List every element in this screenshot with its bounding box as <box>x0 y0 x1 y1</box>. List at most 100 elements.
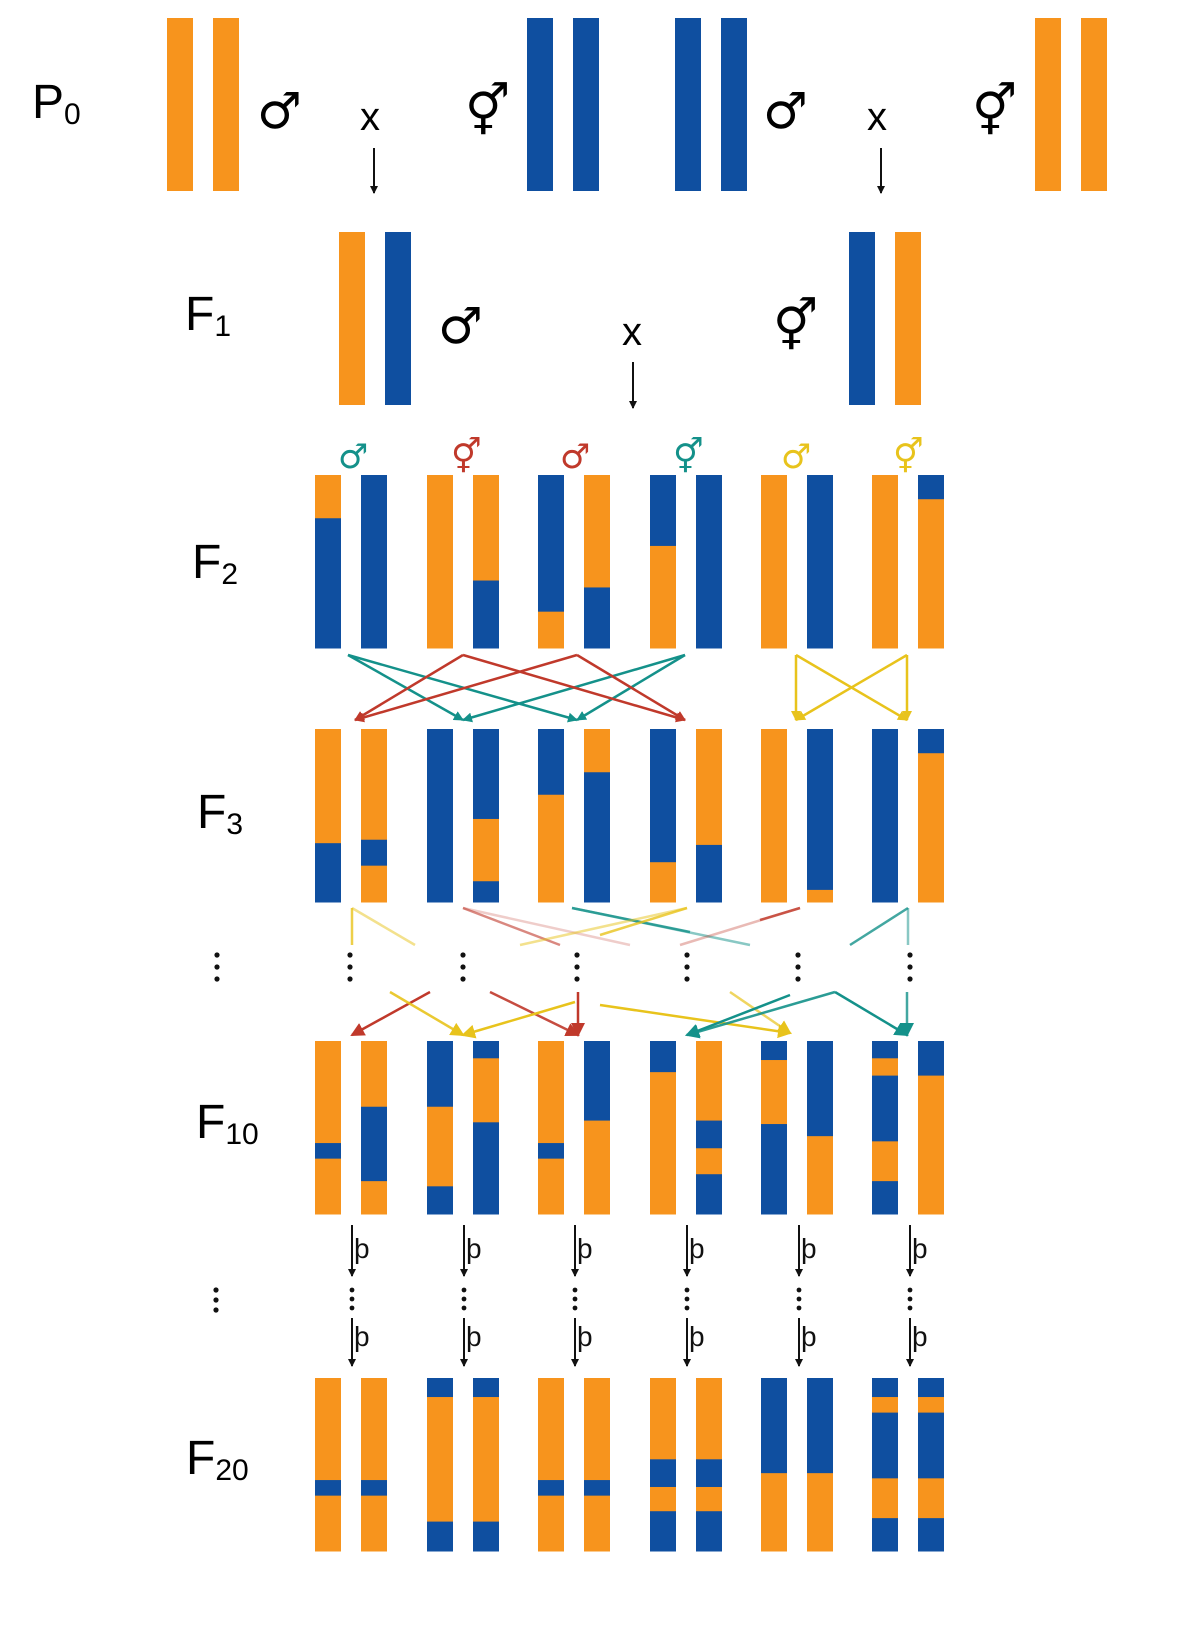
mating-arrow <box>462 653 686 723</box>
f10-pair2-chromosome1-segment3 <box>427 1186 453 1215</box>
f10-pair2-chromosome2-segment2 <box>473 1058 499 1123</box>
cross-symbol: x <box>622 310 642 354</box>
continuation-dot <box>795 976 801 982</box>
f10-pair6-chromosome1-segment5 <box>872 1181 898 1215</box>
f20-pair2-chromosome1-segment1 <box>427 1378 453 1398</box>
f20-pair4-chromosome2-segment3 <box>696 1486 722 1512</box>
f20-pair5-chromosome2-segment2 <box>807 1473 833 1552</box>
f3-pair6-chromosome1-segment1 <box>872 729 898 903</box>
f10-pair6-chromosome2-segment2 <box>918 1075 944 1215</box>
continuation-dot <box>461 1287 467 1293</box>
male-symbol: ♂ <box>438 297 483 355</box>
hermaphrodite-symbol: ⚥ <box>451 436 482 477</box>
f20-pair2-chromosome2-segment3 <box>473 1521 499 1552</box>
f20-pair4-chromosome1-segment4 <box>650 1511 676 1552</box>
continuation-dot <box>574 976 580 982</box>
continuation-dot <box>349 1287 355 1293</box>
fading-arrow <box>759 906 801 922</box>
f20-pair4-chromosome2-segment1 <box>696 1378 722 1460</box>
f20-pair3-chromosome1-segment3 <box>538 1495 564 1552</box>
f20-pair5-chromosome1-segment2 <box>761 1473 787 1552</box>
f20-pair6-chromosome2-segment1 <box>918 1378 944 1398</box>
fading-arrow <box>849 906 909 947</box>
f10-pair6-chromosome1-segment4 <box>872 1141 898 1182</box>
f2-pair3-chromosome1-segment2 <box>538 611 564 649</box>
f10-pair5-chromosome1-segment3 <box>761 1124 787 1215</box>
selfing-arrows: þ þ þ þ þ þ þ þ þ þ þ þ <box>348 1225 928 1367</box>
continuation-dot <box>572 1296 578 1302</box>
continuation-dot <box>572 1305 578 1311</box>
f10-pair6-chromosome1-segment3 <box>872 1075 898 1142</box>
gen-label-f3: F3 <box>197 786 243 841</box>
f3-pair2-chromosome2-segment2 <box>473 818 499 882</box>
f2-pair2-chromosome2-segment1 <box>473 475 499 582</box>
f3-pair5-chromosome1-segment1 <box>761 729 787 903</box>
continuation-dot <box>907 952 913 958</box>
f3-pair6-chromosome2-segment2 <box>918 753 944 903</box>
f2-chromosomes <box>315 475 944 649</box>
continuation-dot <box>684 952 690 958</box>
f10-pair4-chromosome2-segment2 <box>696 1120 722 1149</box>
mating-arrow <box>350 990 431 1037</box>
f10-pair1-chromosome1-segment3 <box>315 1158 341 1215</box>
p0-cross1-male-chromosome-2 <box>213 18 239 191</box>
f10-pair2-chromosome1-segment1 <box>427 1041 453 1108</box>
f20-chromosomes <box>315 1378 944 1552</box>
f20-pair2-chromosome1-segment3 <box>427 1521 453 1552</box>
f3-pair3-chromosome2-segment1 <box>584 729 610 773</box>
male-symbol: ♂ <box>781 437 811 477</box>
hermaphrodite-symbol: ⚥ <box>773 297 818 355</box>
p0-cross1-female-chromosome-2 <box>573 18 599 191</box>
f20-pair2-chromosome2-segment1 <box>473 1378 499 1398</box>
f10-pair4-chromosome1-segment1 <box>650 1041 676 1073</box>
continuation-dot <box>213 1287 219 1293</box>
f20-pair1-chromosome1-segment3 <box>315 1495 341 1552</box>
continuation-dot <box>574 952 580 958</box>
continuation-dot <box>684 964 690 970</box>
f10-pair2-chromosome1-segment2 <box>427 1106 453 1187</box>
f3-pair2-chromosome2-segment3 <box>473 881 499 903</box>
hermaphrodite-symbol: ⚥ <box>972 82 1017 140</box>
selfing-symbol: þ <box>912 1321 928 1352</box>
continuation-dot <box>796 1305 802 1311</box>
f20-pair6-chromosome2-segment3 <box>918 1412 944 1479</box>
p0-chromosomes <box>167 18 1107 191</box>
hermaphrodite-symbol: ⚥ <box>673 436 704 477</box>
continuation-dot <box>907 1296 913 1302</box>
gen-label-f2: F2 <box>192 536 238 591</box>
continuation-dot <box>574 964 580 970</box>
continuation-dot <box>907 1287 913 1293</box>
continuation-dot <box>684 1305 690 1311</box>
f10-pair6-chromosome1-segment1 <box>872 1041 898 1059</box>
f20-pair3-chromosome2-segment3 <box>584 1495 610 1552</box>
mating-arrow <box>599 1003 792 1039</box>
continuation-dot <box>214 964 220 970</box>
f20-pair4-chromosome2-segment2 <box>696 1459 722 1488</box>
f1-female-chromosome-1 <box>849 232 875 405</box>
f2-pair6-chromosome2-segment1 <box>918 475 944 500</box>
f20-pair1-chromosome1-segment2 <box>315 1480 341 1497</box>
p0-cross2-female-chromosome-2 <box>1081 18 1107 191</box>
f10-pair2-chromosome2-segment3 <box>473 1122 499 1215</box>
f20-pair6-chromosome2-segment5 <box>918 1518 944 1552</box>
continuation-dot <box>213 1307 219 1313</box>
male-symbol: ♂ <box>560 437 590 477</box>
f3-pair3-chromosome2-segment2 <box>584 772 610 903</box>
f20-pair1-chromosome1-segment1 <box>315 1378 341 1481</box>
cross-symbol: x <box>360 95 380 139</box>
f10-pair4-chromosome1-segment2 <box>650 1072 676 1215</box>
f10-pair6-chromosome2-segment1 <box>918 1041 944 1077</box>
f3-pair5-chromosome2-segment1 <box>807 729 833 891</box>
mating-arrow <box>795 653 908 722</box>
f10-pair1-chromosome2-segment2 <box>361 1106 387 1182</box>
selfing-symbol: þ <box>801 1233 817 1264</box>
f3-pair4-chromosome2-segment2 <box>696 844 722 903</box>
mating-arrow <box>685 990 836 1039</box>
continuation-dot <box>795 952 801 958</box>
continuation-dot <box>572 1287 578 1293</box>
f10-pair3-chromosome1-segment2 <box>538 1143 564 1160</box>
f20-pair1-chromosome2-segment1 <box>361 1378 387 1481</box>
f10-pair5-chromosome1-segment1 <box>761 1041 787 1061</box>
continuation-dot <box>214 976 220 982</box>
continuation-dot <box>795 964 801 970</box>
